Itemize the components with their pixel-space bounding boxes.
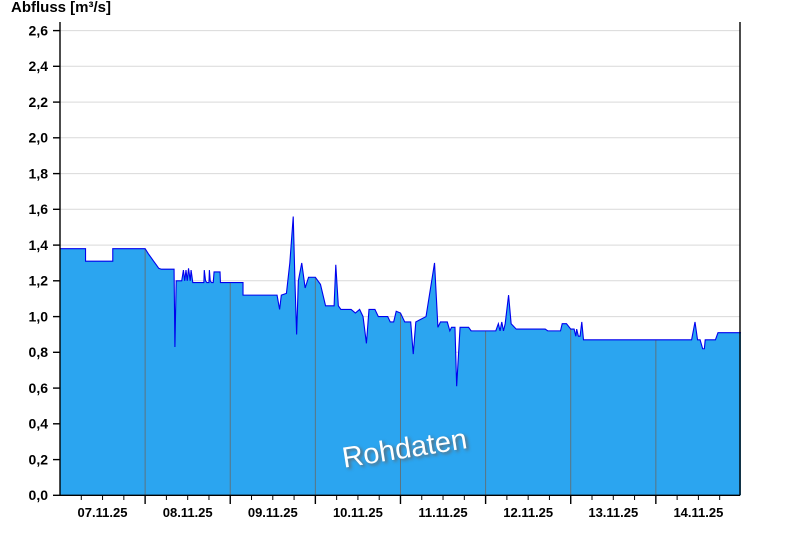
svg-text:08.11.25: 08.11.25: [163, 505, 213, 520]
svg-text:11.11.25: 11.11.25: [418, 505, 467, 520]
svg-text:1,2: 1,2: [29, 273, 49, 289]
svg-text:2,2: 2,2: [29, 94, 49, 110]
svg-text:0,0: 0,0: [29, 487, 49, 503]
svg-text:14.11.25: 14.11.25: [673, 505, 723, 520]
svg-text:0,2: 0,2: [29, 452, 49, 468]
svg-text:07.11.25: 07.11.25: [78, 505, 128, 520]
svg-text:0,6: 0,6: [29, 380, 49, 396]
svg-text:12.11.25: 12.11.25: [503, 505, 553, 520]
svg-text:13.11.25: 13.11.25: [588, 505, 638, 520]
svg-text:1,6: 1,6: [29, 201, 49, 217]
svg-text:2,4: 2,4: [29, 58, 49, 74]
svg-text:1,4: 1,4: [29, 237, 49, 253]
svg-text:1,8: 1,8: [29, 166, 49, 182]
svg-text:2,0: 2,0: [29, 130, 49, 146]
svg-text:10.11.25: 10.11.25: [333, 505, 383, 520]
svg-text:2,6: 2,6: [29, 23, 49, 39]
svg-text:1,0: 1,0: [29, 309, 49, 325]
svg-text:0,8: 0,8: [29, 344, 49, 360]
svg-text:09.11.25: 09.11.25: [248, 505, 298, 520]
svg-text:0,4: 0,4: [29, 416, 49, 432]
